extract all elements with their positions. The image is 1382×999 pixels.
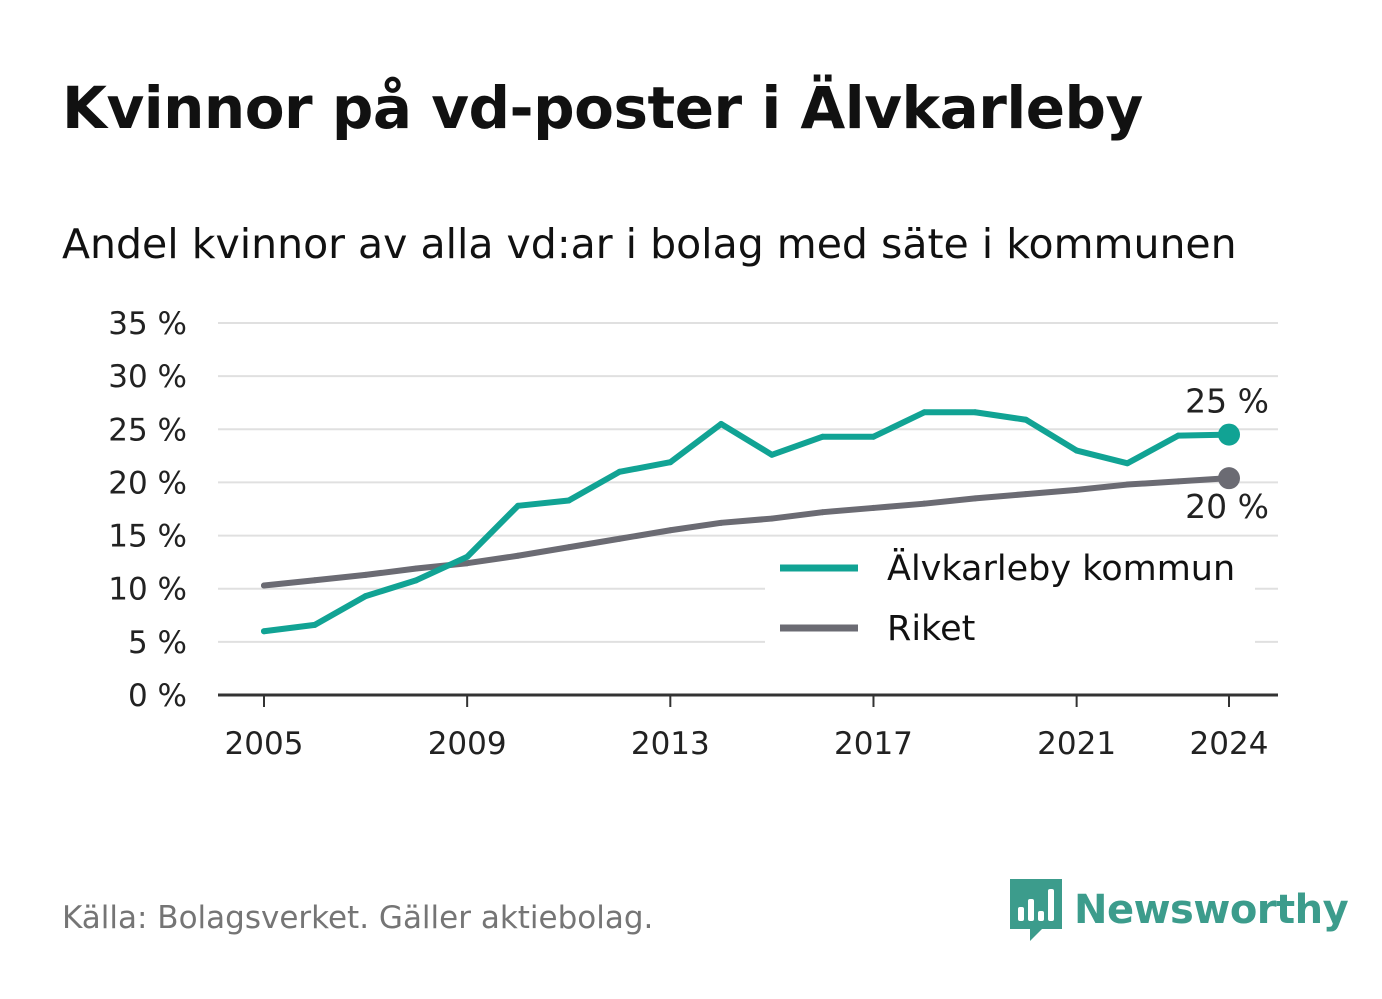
data-point-alvkarleby	[768, 451, 775, 458]
chart-subtitle: Andel kvinnor av alla vd:ar i bolag med …	[62, 220, 1237, 268]
data-point-riket	[261, 582, 267, 589]
end-label-alvkarleby: 25 %	[1185, 382, 1269, 421]
data-point-alvkarleby	[870, 433, 877, 440]
legend: Älvkarleby kommun Riket	[765, 540, 1255, 660]
end-marker-alvkarleby	[1218, 423, 1240, 446]
data-point-riket	[667, 527, 674, 534]
data-point-alvkarleby	[413, 577, 420, 584]
x-tick-label: 2017	[834, 726, 913, 762]
x-tick-label: 2005	[225, 726, 304, 762]
gridlines	[218, 322, 1278, 697]
legend-label-alvkarleby: Älvkarleby kommun	[887, 547, 1235, 589]
data-point-riket	[1022, 491, 1029, 498]
brand-name: Newsworthy	[1074, 887, 1349, 933]
data-point-alvkarleby	[1124, 460, 1131, 467]
data-point-alvkarleby	[311, 621, 318, 628]
data-point-alvkarleby	[667, 459, 674, 466]
data-point-alvkarleby	[261, 628, 267, 635]
brand-logo: Newsworthy	[1010, 878, 1349, 942]
x-tick-label: 2013	[631, 726, 710, 762]
y-tick-label: 30 %	[108, 359, 187, 395]
x-tick-label: 2021	[1037, 726, 1116, 762]
data-point-alvkarleby	[514, 502, 521, 509]
newsworthy-logo-icon	[1010, 879, 1062, 941]
legend-background	[765, 540, 1255, 660]
data-point-riket	[819, 509, 826, 516]
data-point-alvkarleby	[718, 420, 725, 427]
data-point-riket	[1124, 481, 1131, 488]
data-point-alvkarleby	[616, 468, 623, 475]
data-point-riket	[1073, 486, 1080, 493]
x-axis-ticks: 2005 2009 2013 2017 2021 2024	[225, 695, 1269, 762]
series-lines	[261, 409, 1240, 635]
series-line-riket	[261, 475, 1232, 589]
data-point-alvkarleby	[464, 553, 471, 560]
end-marker-riket	[1218, 467, 1240, 490]
data-point-riket	[514, 552, 521, 559]
data-point-alvkarleby	[972, 409, 979, 416]
data-point-riket	[616, 535, 623, 542]
chart-title: Kvinnor på vd-poster i Älvkarleby	[62, 74, 1143, 142]
data-point-riket	[870, 504, 877, 511]
end-labels: 25 % 20 %	[1185, 382, 1269, 527]
y-axis-ticks: 0 % 5 % 10 % 15 % 20 % 25 % 30 % 35 %	[108, 306, 187, 714]
data-point-riket	[565, 544, 572, 551]
data-point-alvkarleby	[362, 593, 369, 600]
data-point-alvkarleby	[565, 497, 572, 504]
data-point-riket	[921, 500, 928, 507]
data-point-riket	[362, 571, 369, 578]
data-point-alvkarleby	[1022, 416, 1029, 423]
data-point-alvkarleby	[819, 433, 826, 440]
data-point-riket	[464, 560, 471, 567]
end-label-riket: 20 %	[1185, 487, 1269, 526]
y-tick-label: 35 %	[108, 306, 187, 342]
data-point-alvkarleby	[1175, 432, 1182, 439]
source-note: Källa: Bolagsverket. Gäller aktiebolag.	[62, 900, 654, 936]
data-point-alvkarleby	[921, 409, 928, 416]
x-tick-label: 2009	[428, 726, 507, 762]
y-tick-label: 5 %	[128, 625, 187, 661]
data-point-riket	[413, 565, 420, 572]
y-tick-label: 10 %	[108, 572, 187, 608]
y-tick-label: 15 %	[108, 519, 187, 555]
data-point-riket	[972, 495, 979, 502]
data-point-riket	[718, 519, 725, 526]
legend-label-riket: Riket	[887, 609, 975, 649]
y-tick-label: 25 %	[108, 412, 187, 448]
x-tick-label: 2024	[1190, 726, 1269, 762]
data-point-riket	[1175, 478, 1182, 485]
data-point-riket	[311, 577, 318, 584]
y-tick-label: 0 %	[128, 678, 187, 714]
data-point-riket	[768, 515, 775, 522]
series-line-alvkarleby	[261, 409, 1232, 635]
y-tick-label: 20 %	[108, 465, 187, 501]
data-point-alvkarleby	[1073, 447, 1080, 454]
